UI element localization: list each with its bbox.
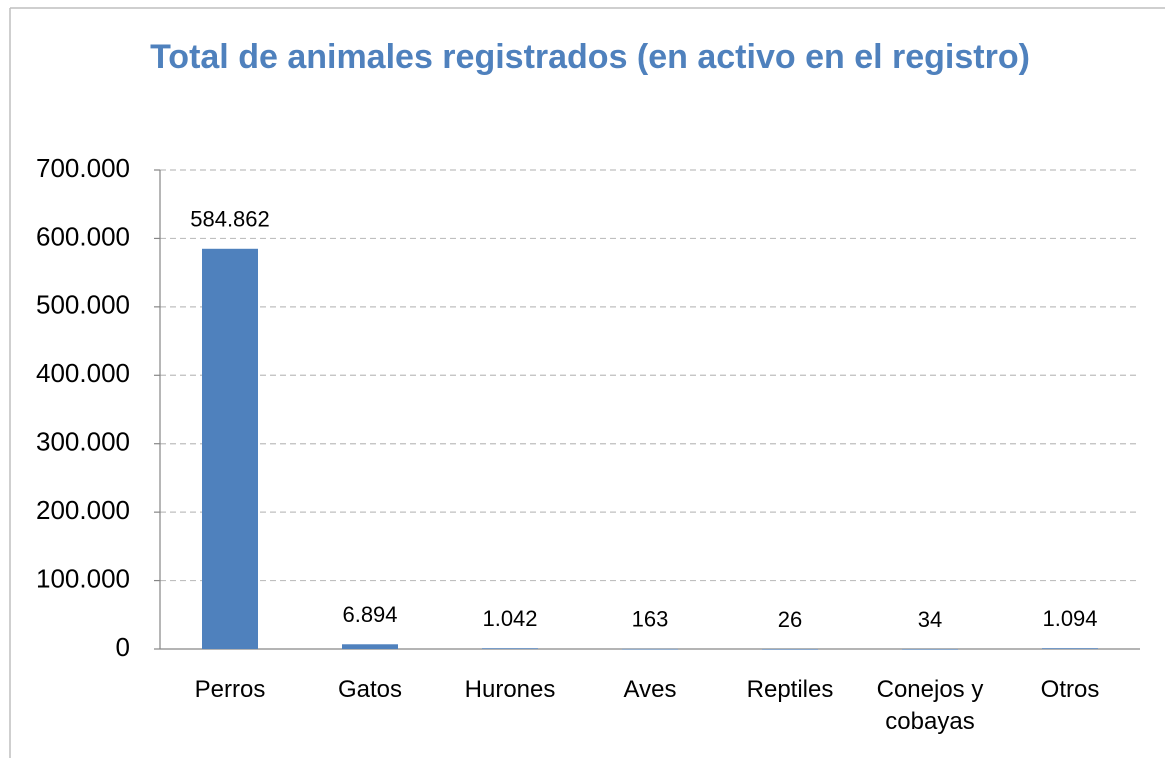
bar [342,644,398,649]
bar [1042,648,1098,649]
chart-title: Total de animales registrados (en activo… [150,38,1030,76]
x-tick-label: Otros [1040,676,1100,703]
y-tick-label: 0 [116,632,130,662]
x-tick-label: Conejos y cobayas [876,676,984,735]
value-label: 1.042 [482,606,537,631]
bar [622,648,678,650]
x-tick-label: Aves [623,676,677,703]
value-label: 1.094 [1042,606,1097,631]
y-tick-label: 200.000 [36,495,130,525]
y-tick-label: 600.000 [36,221,130,251]
y-tick-label: 300.000 [36,427,130,457]
y-tick-label: 400.000 [36,358,130,388]
x-tick-label: Reptiles [746,676,834,703]
y-tick-label: 700.000 [36,153,130,183]
x-tick-label: Gatos [337,676,403,703]
value-label: 6.894 [342,602,397,627]
y-tick-label: 500.000 [36,290,130,320]
value-label: 163 [632,607,669,632]
bar [202,248,258,649]
value-label: 26 [778,607,802,632]
x-tick-label: Perros [194,676,266,703]
y-tick-label: 100.000 [36,563,130,593]
x-tick-label: Hurones [464,676,556,703]
value-label: 584.862 [190,207,270,232]
value-label: 34 [918,607,942,632]
bar [902,648,958,650]
bar [482,648,538,649]
bar [762,648,818,650]
